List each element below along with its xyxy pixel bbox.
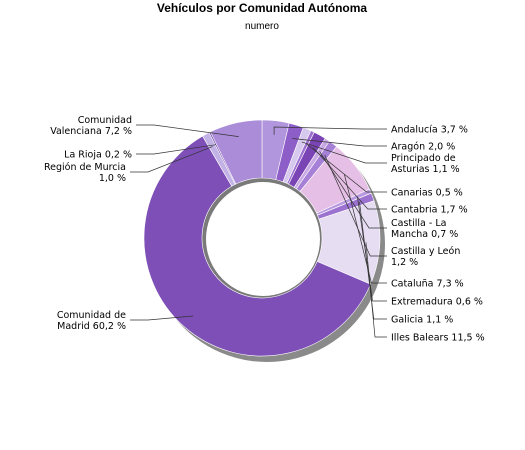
label-comunidad-de-madrid-leader [130,315,194,321]
chart-title: Vehículos por Comunidad Autónoma [157,1,368,15]
label-la-rioja-line-0: La Rioja 0,2 % [64,150,132,161]
label-region-de-murcia-line-1: 1,0 % [99,173,126,184]
label-castilla-y-leon-leader [324,154,387,257]
slice-labels: Andalucía 3,7 % Aragón 2,0 %Principado de… [44,115,485,344]
label-andalucia-line-0: Andalucía 3,7 % [391,125,468,136]
label-comunidad-de-madrid-line-1: Madrid 60,2 % [57,321,126,332]
label-comunidad-valenciana-leader [136,124,239,137]
label-castilla-la-mancha: Castilla - La Mancha 0,7 % [391,218,458,240]
label-comunidad-valenciana: Comunidad Valenciana 7,2 % [50,115,132,137]
label-la-rioja: La Rioja 0,2 % [64,150,132,161]
label-cantabria-line-0: Cantabria 1,7 % [391,205,468,216]
label-castilla-la-mancha-line-0: Castilla - La [391,218,446,229]
label-galicia-line-0: Galicia 1,1 % [391,315,453,326]
label-castilla-la-mancha-line-1: Mancha 0,7 % [391,229,458,240]
label-canarias-line-0: Canarias 0,5 % [391,188,463,199]
label-galicia-leader [359,201,387,320]
label-castilla-la-mancha-leader [319,151,387,229]
donut-slices [143,119,381,357]
label-region-de-murcia-leader [130,146,213,173]
label-extremadura-leader [357,196,387,302]
label-comunidad-de-madrid-line-0: Comunidad de [57,310,126,321]
label-principado-de-asturias: Principado de Asturias 1,1 % [391,153,460,175]
label-canarias: Canarias 0,5 % [391,188,463,199]
label-cataluna-line-0: Cataluña 7,3 % [391,279,464,290]
label-cantabria-leader [312,147,387,210]
label-illes-balears: Illes Balears 11,5 % [391,333,485,344]
label-region-de-murcia: Región de Murcia 1,0 % [44,162,126,184]
label-castilla-y-leon-line-1: 1,2 % [391,257,418,268]
label-andalucia: Andalucía 3,7 % [391,125,468,136]
label-cantabria: Cantabria 1,7 % [391,205,468,216]
label-castilla-y-leon: Castilla y León 1,2 % [391,246,460,268]
label-comunidad-de-madrid: Comunidad de Madrid 60,2 % [57,310,126,332]
label-la-rioja-leader [136,144,217,155]
label-aragon-line-0: Aragón 2,0 % [391,142,455,153]
label-comunidad-valenciana-line-1: Valenciana 7,2 % [50,126,132,137]
label-cataluna-leader [344,174,387,284]
chart-subtitle: numero [245,21,279,32]
label-andalucia-leader [273,126,387,135]
label-comunidad-valenciana-line-0: Comunidad [78,115,132,126]
label-galicia: Galicia 1,1 % [391,315,453,326]
slice-comunidad-de-madrid [143,135,371,357]
label-principado-de-asturias-line-1: Asturias 1,1 % [391,164,460,175]
label-aragon: Aragón 2,0 % [391,142,455,153]
slice-comunidad-valenciana [210,119,263,185]
label-principado-de-asturias-line-0: Principado de [391,153,456,164]
label-region-de-murcia-line-0: Región de Murcia [44,162,126,173]
label-illes-balears-leader [365,242,387,338]
label-extremadura-line-0: Extremadura 0,6 % [391,297,483,308]
label-illes-balears-line-0: Illes Balears 11,5 % [391,333,485,344]
label-extremadura: Extremadura 0,6 % [391,297,483,308]
label-castilla-y-leon-line-0: Castilla y León [391,246,460,257]
label-principado-de-asturias-leader [301,141,387,164]
donut-hole [206,182,320,296]
label-aragon-leader [292,138,387,147]
label-cataluna: Cataluña 7,3 % [391,279,464,290]
label-leader-lines [130,124,387,338]
